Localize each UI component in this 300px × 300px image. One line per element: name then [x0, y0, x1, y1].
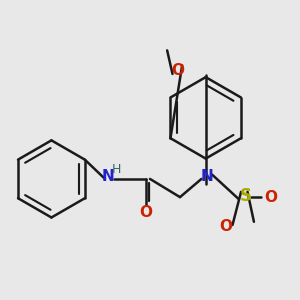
- Text: N: N: [102, 169, 115, 184]
- Text: O: O: [220, 219, 232, 234]
- Text: S: S: [239, 187, 251, 205]
- Text: O: O: [139, 205, 152, 220]
- Text: O: O: [265, 190, 278, 205]
- Text: H: H: [112, 163, 122, 176]
- Text: N: N: [200, 169, 213, 184]
- Text: O: O: [171, 63, 184, 78]
